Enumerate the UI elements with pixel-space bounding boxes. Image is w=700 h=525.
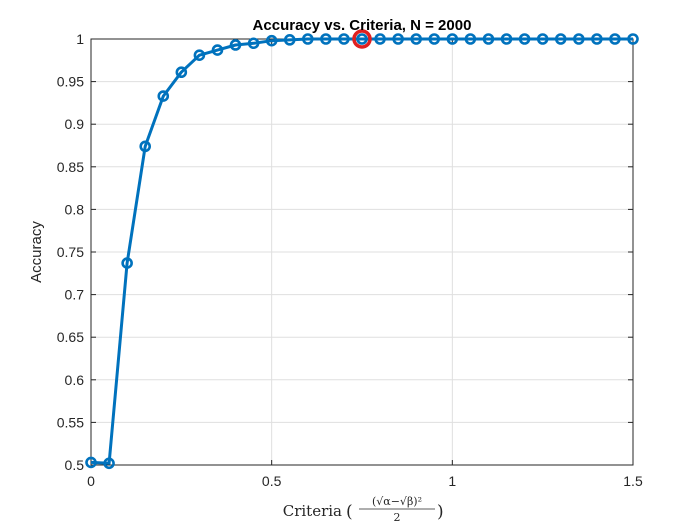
y-tick-label: 0.6: [65, 372, 85, 388]
accuracy-point: [609, 33, 621, 45]
accuracy-point: [536, 33, 549, 45]
accuracy-point: [301, 33, 314, 45]
accuracy-point: [482, 33, 495, 45]
accuracy-point: [175, 66, 188, 79]
x-axis-formula-numerator: (√α−√β)²: [372, 495, 422, 508]
accuracy-point: [229, 39, 242, 51]
accuracy-line: [90, 37, 633, 465]
y-tick-label: 0.55: [57, 414, 84, 430]
y-tick-label: 0.95: [57, 74, 84, 90]
accuracy-point: [139, 140, 151, 153]
series-layer: [85, 29, 639, 470]
accuracy-point: [320, 33, 332, 45]
chart-title: Accuracy vs. Criteria, N = 2000: [253, 17, 472, 34]
x-tick-label: 1: [448, 473, 456, 489]
accuracy-point: [446, 33, 459, 45]
x-axis-formula-open-paren: (: [346, 502, 353, 522]
y-axis-label: Accuracy: [28, 221, 45, 283]
accuracy-point: [591, 33, 603, 45]
accuracy-point: [428, 33, 441, 45]
accuracy-point: [554, 33, 567, 45]
accuracy-point: [103, 457, 115, 470]
accuracy-point: [283, 34, 296, 46]
x-tick-label: 1.5: [623, 473, 643, 489]
accuracy-point: [627, 33, 639, 45]
y-tick-label: 1: [76, 31, 84, 47]
x-axis-label: Criteria ( (√α−√β)² 2 ): [283, 495, 444, 524]
accuracy-point: [572, 33, 585, 45]
y-tick-label: 0.9: [65, 116, 85, 132]
x-axis-formula-close-paren: ): [437, 502, 444, 522]
highlight-marker: [352, 29, 372, 49]
accuracy-point: [247, 37, 260, 50]
accuracy-point: [356, 33, 368, 45]
accuracy-point: [410, 33, 423, 45]
accuracy-point: [265, 34, 278, 47]
x-axis-formula-denominator: 2: [394, 511, 401, 524]
grid-lines: [91, 39, 633, 465]
accuracy-point: [392, 33, 404, 45]
y-tick-label: 0.65: [57, 329, 84, 345]
y-tick-label: 0.85: [57, 159, 84, 175]
accuracy-point: [211, 44, 224, 56]
accuracy-point: [85, 456, 97, 469]
accuracy-point: [121, 257, 133, 269]
accuracy-point: [338, 33, 350, 45]
x-tick-labels: 0 0.5 1 1.5: [87, 473, 643, 489]
x-tick-label: 0.5: [262, 473, 282, 489]
y-tick-labels: 0.5 0.55 0.6 0.65 0.7 0.75 0.8 0.85 0.9 0.95 1: [57, 31, 84, 473]
x-tick-label: 0: [87, 473, 95, 489]
accuracy-point: [157, 90, 170, 102]
y-tick-label: 0.75: [57, 244, 84, 260]
y-tick-label: 0.5: [65, 457, 85, 473]
accuracy-point: [464, 33, 477, 45]
x-axis-label-word: Criteria: [283, 502, 342, 520]
y-tick-label: 0.8: [65, 201, 85, 217]
y-tick-label: 0.7: [65, 287, 85, 303]
accuracy-point: [518, 33, 531, 45]
accuracy-point: [193, 49, 206, 61]
accuracy-point: [500, 33, 513, 45]
accuracy-point: [374, 33, 386, 45]
